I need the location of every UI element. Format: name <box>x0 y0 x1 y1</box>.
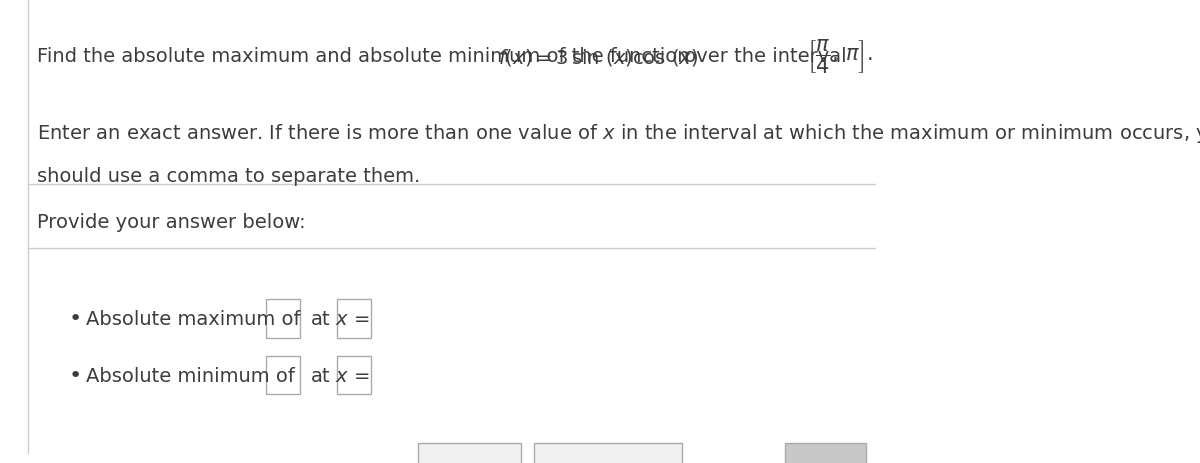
Text: $f(x) = 3\,\sin\,(x)\cos\,(x)$: $f(x) = 3\,\sin\,(x)\cos\,(x)$ <box>498 47 698 68</box>
Text: Provide your answer below:: Provide your answer below: <box>37 212 306 231</box>
Text: •: • <box>68 308 82 329</box>
Text: at $x$ =: at $x$ = <box>311 366 371 385</box>
Text: at $x$ =: at $x$ = <box>311 309 371 328</box>
FancyBboxPatch shape <box>265 356 300 394</box>
Text: $\left[\dfrac{\pi}{4},\,\pi\right].$: $\left[\dfrac{\pi}{4},\,\pi\right].$ <box>808 38 874 76</box>
Text: should use a comma to separate them.: should use a comma to separate them. <box>37 167 420 186</box>
Text: Find the absolute maximum and absolute minimum of the function: Find the absolute maximum and absolute m… <box>37 47 696 66</box>
FancyBboxPatch shape <box>534 443 682 463</box>
Text: Absolute maximum of: Absolute maximum of <box>86 309 301 328</box>
Text: over the interval: over the interval <box>678 47 846 66</box>
Text: •: • <box>68 365 82 385</box>
Text: Enter an exact answer. If there is more than one value of $x$ in the interval at: Enter an exact answer. If there is more … <box>37 121 1200 144</box>
FancyBboxPatch shape <box>337 356 371 394</box>
FancyBboxPatch shape <box>418 443 521 463</box>
FancyBboxPatch shape <box>265 299 300 338</box>
FancyBboxPatch shape <box>785 443 865 463</box>
Text: Absolute minimum of: Absolute minimum of <box>86 366 295 385</box>
FancyBboxPatch shape <box>337 299 371 338</box>
